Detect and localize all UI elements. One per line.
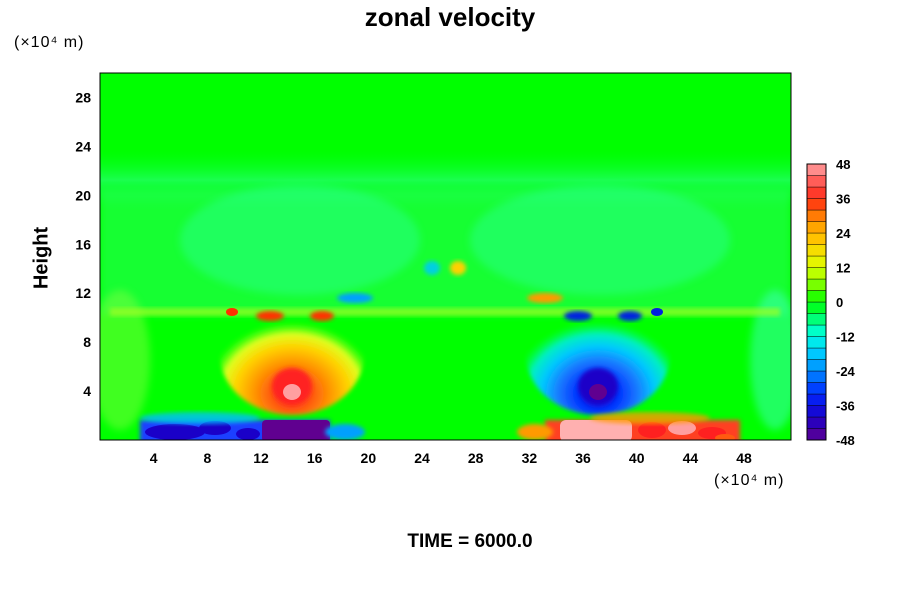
colorbar-frame xyxy=(806,163,827,441)
x-tick-label: 40 xyxy=(629,450,645,466)
left-edge-warm xyxy=(100,290,150,430)
colorbar-segment xyxy=(806,163,827,176)
colorbar-segment xyxy=(806,232,827,245)
x-tick-label: 12 xyxy=(253,450,269,466)
colorbar-segment xyxy=(806,416,827,429)
x-tick-label: 8 xyxy=(203,450,211,466)
colorbar-segment xyxy=(806,336,827,349)
pos-tip-far-left xyxy=(226,308,238,316)
center-cyan-spot xyxy=(424,261,440,275)
x-tick-label: 48 xyxy=(736,450,752,466)
x-tick-label: 16 xyxy=(307,450,323,466)
y-axis: 4 8 12 16 20 24 28 xyxy=(75,89,91,399)
x-tick-label: 4 xyxy=(150,450,158,466)
colorbar-tick-label: -48 xyxy=(836,433,855,448)
y-tick-label: 20 xyxy=(75,187,91,203)
x-axis: 4 8 12 16 20 24 28 32 36 40 44 48 xyxy=(150,450,752,466)
colorbar-segment xyxy=(806,393,827,406)
x-tick-label: 24 xyxy=(414,450,430,466)
positive-jet xyxy=(220,295,364,415)
x-tick-label: 32 xyxy=(522,450,538,466)
colorbar-segment xyxy=(806,301,827,314)
neg-tip-right xyxy=(618,311,642,321)
x-tick-label: 36 xyxy=(575,450,591,466)
y-unit-text: (×10⁴ m) xyxy=(14,34,85,51)
neg-tip-left xyxy=(564,311,592,321)
pos-tip-left xyxy=(256,311,284,321)
colorbar-segment xyxy=(806,221,827,234)
neg-tip-far-right xyxy=(651,308,663,316)
colorbar-tick-label: 36 xyxy=(836,192,850,207)
colorbar-segment xyxy=(806,405,827,418)
x-tick-label: 44 xyxy=(683,450,699,466)
colorbar-tick-label: 48 xyxy=(836,157,850,172)
colorbar-segment xyxy=(806,324,827,337)
time-label: TIME = 6000.0 xyxy=(407,531,533,552)
upper-orange-spot xyxy=(527,293,563,303)
colorbar-segment xyxy=(806,313,827,326)
y-tick-label: 8 xyxy=(83,334,91,350)
right-edge-cool xyxy=(750,290,791,430)
colorbar: 48 36 24 12 0 -12 -24 -36 -48 xyxy=(806,157,856,448)
colorbar-segment xyxy=(806,198,827,211)
y-axis-unit: (×10⁴ m) xyxy=(14,34,84,52)
colorbar-segment xyxy=(806,359,827,372)
colorbar-tick-label: 24 xyxy=(836,226,851,241)
heatmap-field xyxy=(100,73,791,440)
y-tick-label: 28 xyxy=(75,89,91,105)
y-tick-label: 12 xyxy=(75,285,91,301)
colorbar-segment xyxy=(806,290,827,303)
colorbar-segment xyxy=(806,186,827,199)
positive-jet-peak xyxy=(283,384,301,400)
x-tick-label: 28 xyxy=(468,450,484,466)
colorbar-segment xyxy=(806,347,827,360)
colorbar-segment xyxy=(806,255,827,268)
surface-left-structure xyxy=(140,412,365,440)
colorbar-segment xyxy=(806,428,827,441)
colorbar-segment xyxy=(806,209,827,222)
colorbar-segment xyxy=(806,278,827,291)
chart-title: zonal velocity xyxy=(364,2,536,32)
colorbar-segment xyxy=(806,370,827,383)
x-axis-unit: (×10⁴ m) xyxy=(714,472,784,490)
mid-cyan-left xyxy=(180,185,420,295)
y-tick-label: 16 xyxy=(75,236,91,252)
colorbar-segment xyxy=(806,175,827,188)
colorbar-segment xyxy=(806,244,827,257)
plot-frame xyxy=(99,72,792,441)
colorbar-tick-label: -12 xyxy=(836,330,855,345)
mid-cyan-right xyxy=(470,185,730,295)
pos-tip-right xyxy=(310,311,334,321)
colorbar-tick-label: 12 xyxy=(836,261,850,276)
colorbar-segment xyxy=(806,382,827,395)
y-tick-label: 24 xyxy=(75,138,91,154)
y-tick-label: 4 xyxy=(83,383,91,399)
tropopause-band xyxy=(110,308,780,316)
surface-right-structure xyxy=(517,412,740,440)
x-unit-text: (×10⁴ m) xyxy=(714,472,785,489)
center-yellow-spot xyxy=(450,261,466,275)
negative-jet xyxy=(526,295,670,415)
upper-blue-spot xyxy=(337,293,373,303)
colorbar-tick-label: -24 xyxy=(836,364,856,379)
colorbar-segment xyxy=(806,267,827,280)
colorbar-tick-label: -36 xyxy=(836,399,855,414)
negative-jet-peak xyxy=(589,384,607,400)
x-tick-label: 20 xyxy=(361,450,377,466)
colorbar-tick-label: 0 xyxy=(836,295,843,310)
